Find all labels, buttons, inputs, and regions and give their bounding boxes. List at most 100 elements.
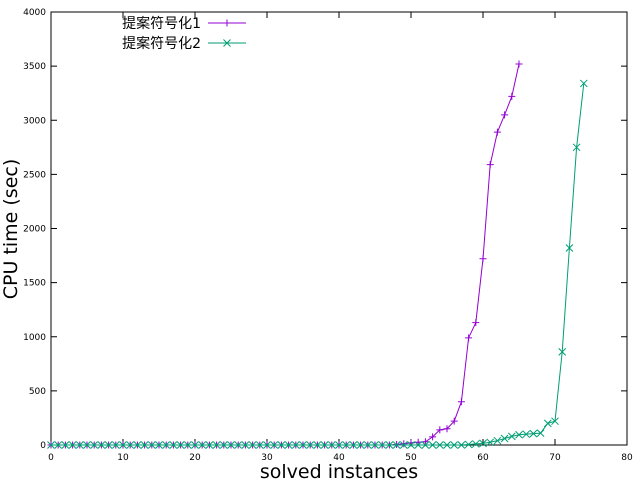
data-point [140, 441, 149, 449]
x-axis-title: solved instances [260, 461, 418, 480]
data-point [75, 441, 84, 449]
data-point [198, 441, 207, 449]
data-point [54, 441, 63, 449]
data-point [219, 441, 228, 449]
legend-marker [223, 19, 231, 27]
data-point [356, 441, 365, 449]
data-point [263, 441, 271, 449]
data-point [443, 441, 451, 449]
legend-marker [223, 39, 231, 47]
data-point [500, 434, 509, 443]
data-point [558, 348, 567, 356]
data-point [335, 441, 343, 449]
data-point [306, 441, 315, 449]
data-point [212, 441, 221, 449]
data-point [479, 255, 487, 263]
legend-entry-2: 提案符号化2 [122, 35, 246, 52]
data-point [400, 440, 408, 448]
data-point [428, 441, 437, 449]
data-point [457, 441, 466, 449]
data-point [363, 441, 372, 449]
data-point [551, 417, 559, 426]
data-point [378, 441, 387, 449]
plot-frame [50, 11, 628, 446]
data-point [507, 432, 516, 441]
data-point [291, 441, 300, 449]
data-point [147, 441, 156, 449]
data-point [133, 441, 142, 449]
data-point [515, 60, 523, 68]
series-2-line [51, 83, 585, 446]
data-point [162, 441, 171, 449]
y-tick-label: 2500 [23, 170, 46, 180]
data-point [90, 441, 99, 449]
data-point [248, 441, 257, 449]
data-point [421, 438, 429, 446]
data-point [342, 441, 351, 449]
data-point [97, 441, 106, 449]
data-point [299, 441, 307, 449]
data-point [536, 429, 545, 437]
data-point [104, 441, 113, 449]
data-point [227, 441, 235, 449]
data-point [421, 441, 430, 449]
data-point [183, 441, 192, 449]
data-point [126, 441, 135, 449]
legend-label: 提案符号化2 [122, 35, 201, 52]
data-point [457, 398, 465, 406]
data-point [327, 441, 336, 449]
data-point [543, 419, 552, 428]
data-point [472, 319, 480, 327]
data-point [349, 441, 358, 449]
data-point [443, 425, 451, 433]
data-point [176, 441, 185, 449]
y-tick-label: 3000 [23, 116, 46, 126]
data-point [508, 92, 516, 100]
data-point [119, 441, 127, 449]
x-tick-label: 0 [48, 453, 54, 463]
y-tick-label: 1000 [23, 333, 46, 343]
data-point [522, 430, 531, 439]
data-point [47, 441, 55, 449]
data-point [205, 441, 214, 449]
x-tick-label: 10 [117, 453, 129, 463]
data-point [501, 111, 509, 119]
data-point [565, 244, 574, 252]
data-point [450, 441, 459, 449]
data-point [399, 441, 408, 449]
data-point [270, 441, 279, 449]
data-point [572, 143, 581, 152]
data-point [313, 441, 322, 449]
x-tick-label: 20 [189, 453, 201, 463]
data-point [385, 441, 394, 449]
data-point [414, 441, 423, 449]
data-point [61, 441, 70, 449]
data-point [529, 429, 538, 438]
series-2 [47, 79, 588, 449]
data-point [435, 441, 444, 449]
legend-entry-1: 提案符号化1 [122, 15, 246, 32]
ticks-layer: 0 10 20 30 40 50 60 70 80 0 500 1000 1500 2000 2500 300… [23, 8, 633, 463]
x-tick-label: 60 [477, 453, 489, 463]
data-point [493, 128, 501, 136]
x-tick-label: 80 [621, 453, 633, 463]
series-1-line [51, 63, 520, 446]
data-point [392, 441, 401, 449]
data-point [371, 441, 379, 449]
legend: 提案符号化1 提案符号化2 [122, 15, 246, 52]
data-point [429, 433, 437, 441]
data-point [83, 441, 91, 449]
data-point [155, 441, 163, 449]
x-tick-label: 50 [405, 453, 417, 463]
data-point [486, 438, 495, 447]
x-tick-label: 40 [333, 453, 345, 463]
data-point [436, 426, 444, 434]
data-point [284, 441, 293, 449]
data-point [320, 441, 329, 449]
data-point [241, 441, 250, 449]
x-tick-label: 70 [549, 453, 561, 463]
data-point [464, 440, 473, 449]
data-point [579, 79, 588, 88]
